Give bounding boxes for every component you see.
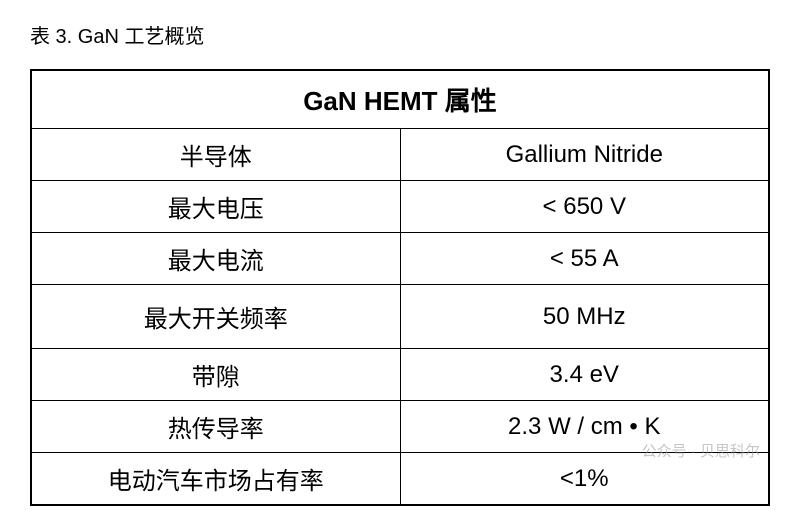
row-value: 50 MHz — [400, 285, 769, 349]
row-label: 带隙 — [31, 349, 400, 401]
table-caption: 表 3. GaN 工艺概览 — [30, 20, 780, 49]
table-row: 电动汽车市场占有率<1% — [31, 453, 769, 506]
row-label: 最大电流 — [31, 233, 400, 285]
row-label: 半导体 — [31, 129, 400, 181]
row-value: <1% — [400, 453, 769, 506]
table-header: GaN HEMT 属性 — [31, 70, 769, 129]
row-value: < 650 V — [400, 181, 769, 233]
row-value: Gallium Nitride — [400, 129, 769, 181]
row-label: 最大开关频率 — [31, 285, 400, 349]
row-value: < 55 A — [400, 233, 769, 285]
table-row: 热传导率2.3 W / cm • K — [31, 401, 769, 453]
table-body: 半导体Gallium Nitride最大电压< 650 V最大电流< 55 A最… — [31, 129, 769, 506]
row-label: 最大电压 — [31, 181, 400, 233]
table-row: 最大电流< 55 A — [31, 233, 769, 285]
table-row: 半导体Gallium Nitride — [31, 129, 769, 181]
row-value: 2.3 W / cm • K — [400, 401, 769, 453]
row-label: 电动汽车市场占有率 — [31, 453, 400, 506]
table-row: 最大开关频率50 MHz — [31, 285, 769, 349]
table-row: 最大电压< 650 V — [31, 181, 769, 233]
row-value: 3.4 eV — [400, 349, 769, 401]
gan-properties-table: GaN HEMT 属性 半导体Gallium Nitride最大电压< 650 … — [30, 69, 770, 506]
table-row: 带隙3.4 eV — [31, 349, 769, 401]
row-label: 热传导率 — [31, 401, 400, 453]
